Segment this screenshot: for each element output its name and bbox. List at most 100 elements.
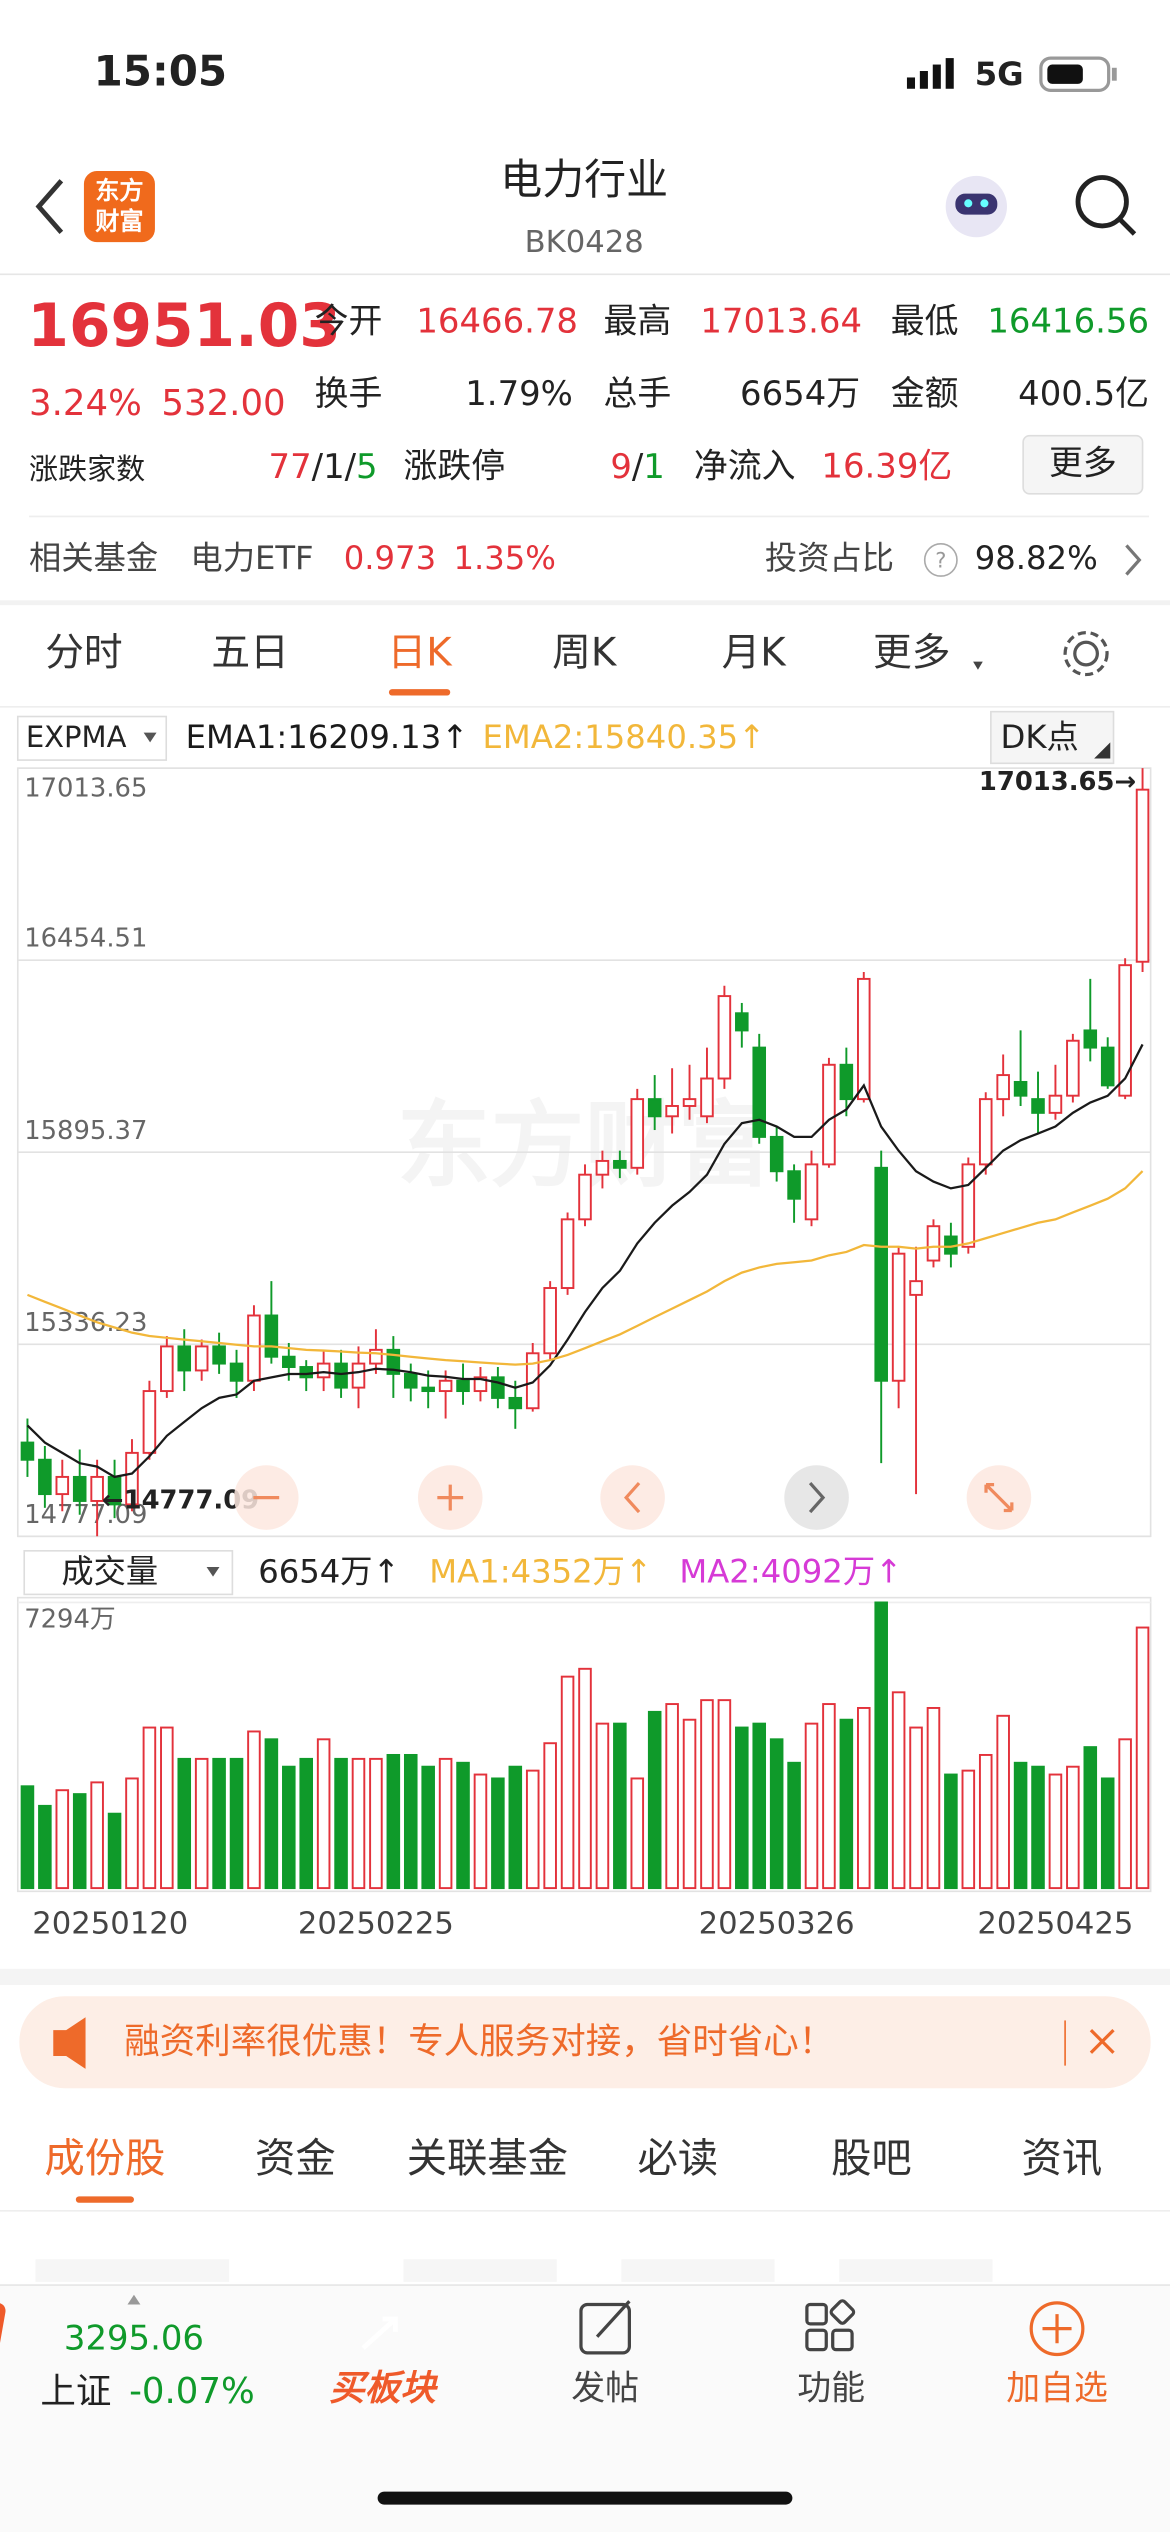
candle-body (55, 1475, 70, 1496)
battery-icon (1039, 56, 1117, 92)
next-button[interactable] (784, 1465, 849, 1530)
dk-button[interactable]: DK点 (990, 710, 1115, 765)
candle-body (613, 1159, 627, 1169)
volume-bar (1118, 1738, 1132, 1890)
more-button[interactable]: 更多 (1022, 434, 1144, 495)
breadth-value: 77/1/5 (269, 446, 378, 485)
prev-button[interactable] (600, 1465, 665, 1530)
divider (0, 600, 1170, 606)
volume-bar (90, 1781, 104, 1890)
volume-bar (891, 1691, 906, 1890)
fund-price: 0.973 (344, 539, 436, 577)
index-value: 3295.06 (64, 2318, 204, 2357)
tab[interactable]: 日K (388, 631, 454, 676)
period-tabs: 分时 五日 日K 周K 月K 更多 (45, 631, 951, 696)
volume-bar (752, 1722, 767, 1890)
candle-body (578, 1173, 592, 1221)
stat-label: 今开 (315, 301, 383, 340)
tab[interactable]: 关联基金 (407, 2135, 568, 2182)
candle-body (647, 1098, 662, 1118)
legend-entry: EMA1:16209.13↑ (186, 718, 469, 756)
tab[interactable]: 成份股 (44, 2135, 165, 2182)
fullscreen-button[interactable] (966, 1465, 1032, 1530)
expand-arrow (127, 2294, 141, 2305)
dk-label: DK点 (1001, 718, 1079, 756)
x-tick-label: 20250425 (977, 1907, 1133, 1942)
tab[interactable]: 分时 (45, 631, 122, 676)
tab[interactable]: 五日 (211, 631, 288, 676)
volume-current: 6654万↑ (258, 1552, 399, 1590)
candle-body (1135, 788, 1150, 963)
candle-body (282, 1355, 296, 1368)
buy-sector-icon (0, 2302, 398, 2358)
volume-bar (682, 1718, 697, 1890)
volume-bar (316, 1738, 331, 1890)
dropdown-arrow (973, 661, 983, 670)
tab[interactable]: 更多 (873, 631, 950, 676)
stat-value: 400.5亿 (1018, 374, 1149, 413)
help-icon[interactable] (923, 543, 958, 577)
price-chart: 17013.6516454.5115895.3715336.2314777.09… (16, 767, 1152, 1538)
x-tick-label: 20250225 (298, 1907, 454, 1942)
fund-label: 相关基金 (29, 539, 158, 577)
candle-body (473, 1376, 488, 1393)
assistant-icon[interactable] (945, 175, 1007, 238)
stat-value: 6654万 (740, 374, 860, 413)
volume-bar (438, 1757, 453, 1890)
tab[interactable]: 周K (552, 631, 618, 676)
settings-button[interactable] (1063, 630, 1109, 677)
candle-body (787, 1170, 801, 1200)
promo-banner[interactable]: 融资利率很优惠！专人服务对接，省时省心！ (19, 1996, 1151, 2089)
placeholder-row (35, 2259, 993, 2282)
candle-body (1013, 1080, 1028, 1097)
nav-label[interactable]: 买板块 (329, 2368, 438, 2409)
volume-bar (560, 1675, 575, 1890)
tab[interactable]: 资讯 (1022, 2135, 1103, 2182)
change-pct: 3.24% (29, 383, 142, 424)
bottom-nav (0, 2285, 1170, 2532)
tab[interactable]: 月K (722, 631, 788, 676)
back-button[interactable] (35, 179, 64, 234)
candle-body (1048, 1094, 1063, 1114)
nav-label[interactable]: 功能 (797, 2368, 865, 2407)
nav-label[interactable]: 发帖 (571, 2368, 639, 2407)
app-logo[interactable]: 东方 财富 (83, 171, 155, 243)
candle-body (525, 1352, 540, 1410)
candle-body (1118, 964, 1132, 1097)
volume-bar (804, 1722, 819, 1890)
indicator-select[interactable]: EXPMA (16, 715, 168, 761)
candle-body (822, 1063, 836, 1166)
stat-label: 换手 (315, 374, 383, 413)
candle-body (891, 1252, 906, 1382)
volume-select[interactable]: 成交量 (23, 1550, 234, 1596)
volume-bar (72, 1793, 87, 1890)
zoom-out-button[interactable] (234, 1465, 299, 1530)
tab[interactable]: 资金 (255, 2135, 336, 2182)
volume-chart: 7294万 20250120 20250225 20250326 20250425 (16, 1596, 1152, 1942)
ratio-value: 98.82% (975, 539, 1098, 577)
logo-text: 东方 (95, 177, 143, 205)
more-label: 更多 (1049, 443, 1117, 482)
tab[interactable]: 股吧 (831, 2135, 912, 2182)
y-tick-label: 15895.37 (24, 1116, 147, 1146)
candle-body (1031, 1098, 1045, 1114)
volume-bar (1013, 1761, 1028, 1890)
search-button[interactable] (1075, 175, 1137, 236)
separator: / (632, 446, 644, 485)
candle-body (769, 1135, 784, 1173)
nav-label[interactable]: 加自选 (1006, 2368, 1108, 2407)
legend-entry: MA1:4352万↑ (429, 1552, 652, 1590)
candle-body (421, 1386, 435, 1393)
chart-controls (234, 1465, 1032, 1530)
change-value: 532.00 (161, 383, 285, 424)
limit-up: 9 (610, 446, 632, 485)
volume-bar (160, 1726, 174, 1890)
tab[interactable]: 必读 (637, 2135, 718, 2182)
volume-bar (55, 1789, 70, 1890)
zoom-in-button[interactable] (417, 1465, 483, 1530)
volume-bar (525, 1769, 540, 1890)
separator: / (312, 446, 324, 485)
volume-bar (20, 1785, 35, 1890)
volume-bar (264, 1738, 279, 1890)
volume-bar (351, 1757, 366, 1890)
